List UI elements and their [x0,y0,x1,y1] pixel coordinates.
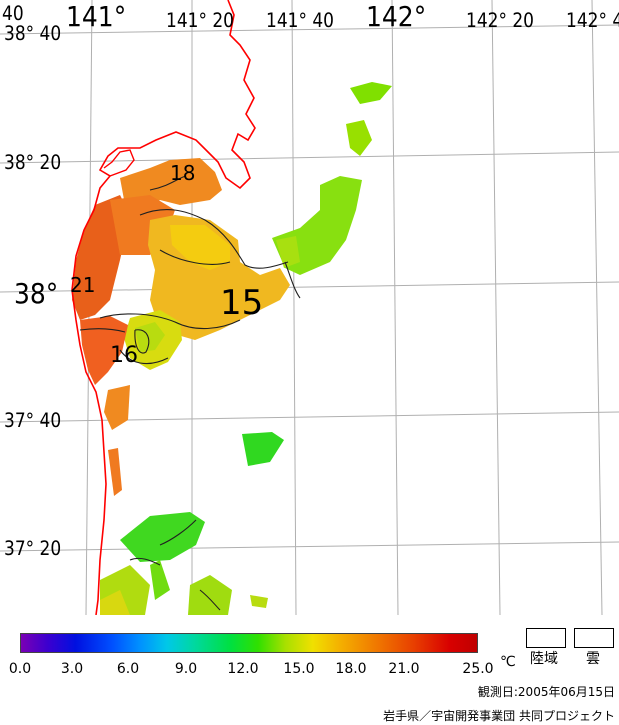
colorbar-tick: 0.0 [8,661,32,677]
land-key-label: 陸域 [530,651,558,667]
lon-label-141-20: 141° 20 [166,9,234,33]
sst-map [0,0,619,615]
contour-label-21: 21 [70,273,96,297]
sst-field [72,82,392,615]
graticule [0,0,619,615]
colorbar-tick: 3.0 [60,661,84,677]
contour-label-15: 15 [220,283,264,323]
cloud-key-swatch [574,628,614,648]
temperature-colorbar [20,633,478,653]
coastline-inlet [103,149,135,177]
isotherms [79,175,301,611]
lon-label-141: 141° [66,0,127,33]
lat-label-38: 38° [14,277,59,310]
cloud-key-label: 雲 [586,651,600,667]
colorbar-tick: 12.0 [227,661,259,677]
lon-label-141-40: 141° 40 [266,9,334,33]
lon-label-142: 142° [366,0,427,33]
colorbar-tick: 9.0 [174,661,198,677]
lon-label-142-20: 142° 20 [466,9,534,33]
lat-label-37-40: 37° 40 [4,409,62,433]
colorbar-tick: 18.0 [335,661,367,677]
colorbar-tick: 25.0 [462,661,494,677]
colorbar-unit: ℃ [500,654,516,670]
colorbar-tick: 6.0 [116,661,140,677]
colorbar-tick: 15.0 [283,661,315,677]
credit-text: 岩手県／宇宙開発事業団 共同プロジェクト [383,709,615,723]
lon-label-142-40: 142° 4 [566,9,619,33]
lat-label-38-20: 38° 20 [4,151,62,175]
colorbar-tick: 21.0 [388,661,420,677]
lat-label-38-40: 38° 40 [4,22,62,46]
land-key-swatch [526,628,566,648]
lat-label-37-20: 37° 20 [4,537,62,561]
lon-label-partial: 40 [2,2,24,26]
contour-label-16: 16 [110,343,138,368]
contour-label-18: 18 [170,161,196,185]
coastline [71,0,256,615]
observation-date: 観測日:2005年06月15日 [477,685,615,699]
